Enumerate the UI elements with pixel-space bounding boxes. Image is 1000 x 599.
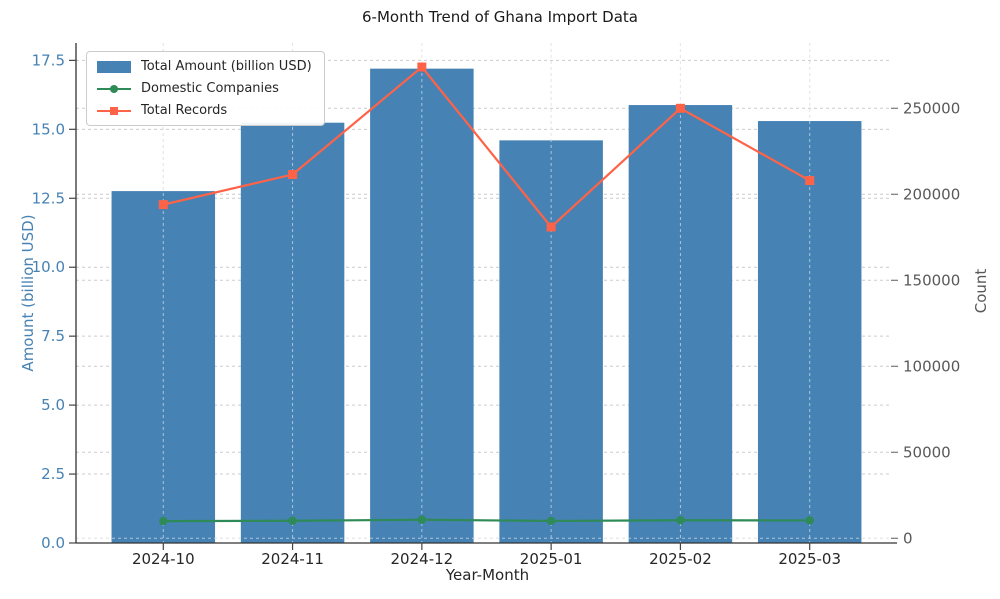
- x-tick-label: 2025-01: [520, 550, 583, 568]
- line-circle-swatch-icon: [97, 82, 131, 96]
- axes-spines: [75, 43, 897, 544]
- x-tick-label: 2024-12: [391, 550, 454, 568]
- right-tick-label: 200000: [903, 185, 960, 203]
- axis-ticks: [69, 59, 898, 550]
- left-tick-label: 15.0: [32, 120, 65, 138]
- legend-item-domestic-companies: Domestic Companies: [97, 81, 312, 96]
- x-tick-label: 2024-10: [132, 550, 195, 568]
- left-tick-label: 2.5: [41, 465, 65, 483]
- right-axis-label: Count: [972, 268, 990, 314]
- left-tick-label: 5.0: [41, 396, 65, 414]
- right-tick-label: 0: [903, 529, 913, 547]
- right-tick-label: 250000: [903, 99, 960, 117]
- legend-item-total-records: Total Records: [97, 103, 312, 118]
- legend: Total Amount (billion USD) Domestic Comp…: [86, 51, 325, 126]
- line-domestic-companies: [159, 515, 814, 526]
- bar-swatch-icon: [97, 60, 131, 74]
- right-tick-label: 150000: [903, 271, 960, 289]
- left-tick-label: 17.5: [32, 51, 65, 69]
- legend-label-domestic-companies: Domestic Companies: [141, 81, 279, 96]
- x-tick-label: 2025-02: [649, 550, 712, 568]
- left-tick-label: 10.0: [32, 258, 65, 276]
- left-tick-label: 0.0: [41, 534, 65, 552]
- chart-title: 6-Month Trend of Ghana Import Data: [362, 8, 638, 26]
- bars-total-amount: [111, 68, 862, 544]
- x-tick-label: 2024-11: [261, 550, 324, 568]
- left-tick-label: 7.5: [41, 327, 65, 345]
- left-axis-label: Amount (billion USD): [19, 214, 37, 372]
- gridline-overlay: [76, 43, 891, 543]
- right-tick-label: 50000: [903, 443, 951, 461]
- legend-label-total-records: Total Records: [141, 103, 228, 118]
- left-tick-label: 12.5: [32, 189, 65, 207]
- legend-label-total-amount: Total Amount (billion USD): [141, 59, 312, 74]
- x-axis-label: Year-Month: [445, 566, 530, 584]
- line-square-swatch-icon: [97, 104, 131, 118]
- line-total-records: [158, 62, 815, 232]
- axis-tick-labels: 0.0 2.5 5.0 7.5 10.0 12.5 15.0 17.5 0 50000 100000…: [32, 51, 961, 568]
- x-tick-label: 2025-03: [778, 550, 841, 568]
- right-tick-label: 100000: [903, 357, 960, 375]
- legend-item-total-amount: Total Amount (billion USD): [97, 59, 312, 74]
